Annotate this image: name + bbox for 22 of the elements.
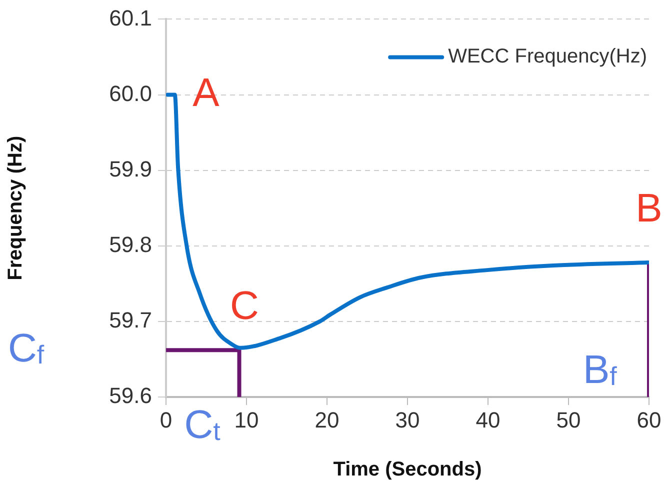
- x-tick-label: 20: [314, 407, 340, 432]
- x-tick-label: 60: [636, 407, 662, 432]
- x-tick-label: 0: [160, 407, 172, 432]
- y-tick-label: 60.0: [109, 80, 152, 106]
- x-tick-label: 10: [234, 407, 259, 432]
- x-tick-label: 40: [476, 407, 500, 432]
- x-tick-label: 30: [395, 407, 420, 432]
- annotation: Ct: [184, 403, 222, 448]
- annotation: B: [636, 186, 662, 231]
- annotation: Bf: [583, 348, 618, 392]
- y-tick-label: 59.6: [109, 383, 152, 408]
- x-axis-title: Time (Seconds): [333, 458, 482, 481]
- legend-label: WECC Frequency(Hz): [448, 46, 648, 68]
- y-tick-label: 60.1: [109, 5, 152, 30]
- y-tick-label: 59.8: [109, 232, 152, 257]
- annotation: A: [192, 70, 220, 115]
- y-tick-label: 59.7: [109, 308, 152, 333]
- x-tick-label: 50: [556, 407, 581, 432]
- text: Cf: [8, 326, 45, 371]
- annotation: C: [230, 284, 259, 328]
- y-tick-label: 59.9: [109, 156, 152, 182]
- y-axis-title: Frequency (Hz): [4, 136, 27, 280]
